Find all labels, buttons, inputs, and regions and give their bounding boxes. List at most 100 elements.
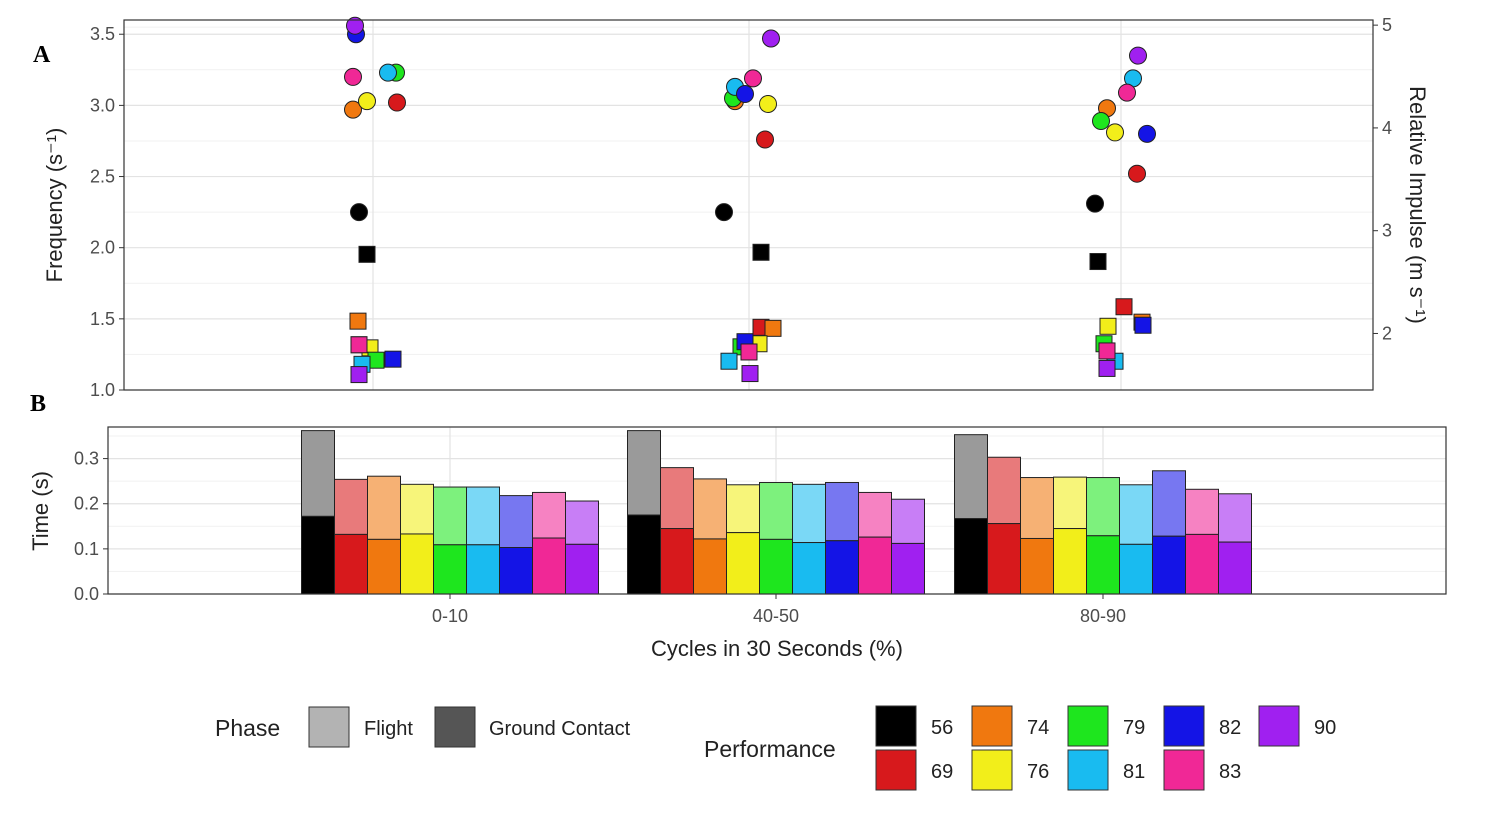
legend-label-83: 83 — [1219, 761, 1241, 783]
frequency-point-82 — [736, 85, 754, 103]
ground-contact-bar-81 — [466, 544, 500, 595]
impulse-point-56 — [358, 245, 376, 263]
frequency-tick-label: 1.5 — [90, 309, 115, 329]
frequency-point-56 — [350, 203, 368, 222]
category-tick-label: 80-90 — [1080, 606, 1126, 626]
ground-contact-bar-82 — [499, 547, 533, 595]
legend-swatch-81 — [1067, 749, 1109, 791]
legend-swatch-90 — [1258, 705, 1300, 747]
flight-bar-56 — [627, 430, 661, 516]
impulse-point-56 — [1089, 253, 1107, 271]
ground-contact-bar-74 — [693, 538, 727, 595]
flight-bar-76 — [726, 484, 760, 534]
ground-contact-bar-69 — [334, 533, 368, 595]
flight-bar-74 — [367, 475, 401, 540]
legend-label-82: 82 — [1219, 717, 1241, 739]
impulse-point-82 — [1134, 316, 1152, 334]
flight-bar-81 — [1119, 484, 1153, 545]
legend-label-76: 76 — [1027, 761, 1049, 783]
legend-label-81: 81 — [1123, 761, 1145, 783]
flight-bar-90 — [565, 500, 599, 545]
frequency-point-79 — [1092, 112, 1110, 131]
frequency-point-83 — [744, 69, 762, 88]
frequency-point-90 — [346, 16, 364, 35]
phase-legend-title: Phase — [215, 715, 280, 741]
ground-contact-bar-74 — [367, 538, 401, 595]
flight-bar-56 — [301, 430, 335, 517]
time-tick-label: 0.2 — [74, 494, 99, 514]
impulse-point-76 — [1099, 317, 1117, 335]
flight-bar-81 — [466, 486, 500, 546]
flight-bar-79 — [759, 482, 793, 540]
panel-b-ticks: 0.0 0.1 0.2 0.3 0-10 40-50 80-90 — [74, 449, 1126, 626]
ground-contact-bar-81 — [792, 542, 826, 595]
flight-bar-82 — [499, 495, 533, 549]
flight-bar-69 — [334, 478, 368, 535]
ground-contact-bar-83 — [532, 537, 566, 595]
legend-label-ground-contact: Ground Contact — [489, 718, 631, 740]
flight-bar-69 — [660, 467, 694, 530]
frequency-point-69 — [756, 130, 774, 149]
frequency-point-69 — [388, 93, 406, 112]
frequency-tick-label: 3.0 — [90, 95, 115, 115]
flight-bar-69 — [987, 456, 1021, 525]
ground-contact-bar-81 — [1119, 543, 1153, 595]
legend-swatch-flight — [308, 706, 350, 748]
impulse-point-90 — [350, 366, 368, 384]
ground-contact-bar-90 — [1218, 541, 1252, 595]
legend-swatch-79 — [1067, 705, 1109, 747]
impulse-point-83 — [1098, 342, 1116, 360]
ground-contact-bar-90 — [565, 543, 599, 595]
impulse-tick-label: 3 — [1382, 221, 1392, 241]
legend-label-90: 90 — [1314, 717, 1336, 739]
ground-contact-bar-76 — [726, 532, 760, 595]
flight-bar-79 — [433, 486, 467, 546]
impulse-point-90 — [1098, 359, 1116, 377]
category-tick-label: 0-10 — [432, 606, 468, 626]
flight-bar-74 — [1020, 477, 1054, 539]
flight-bar-82 — [825, 482, 859, 542]
category-tick-label: 40-50 — [753, 606, 799, 626]
performance-legend-items: 56 69 74 76 79 81 82 83 90 — [875, 705, 1336, 791]
time-tick-label: 0.0 — [74, 584, 99, 604]
frequency-point-81 — [379, 63, 397, 82]
frequency-point-90 — [762, 29, 780, 48]
ground-contact-bar-90 — [891, 542, 925, 595]
frequency-axis-title: Frequency (s⁻¹) — [42, 128, 67, 283]
impulse-point-69 — [1115, 298, 1133, 316]
frequency-point-82 — [1138, 124, 1156, 143]
impulse-point-82 — [384, 350, 402, 368]
panel-a-ticks: 1.0 1.5 2.0 2.5 3.0 3.5 2 3 4 5 — [90, 15, 1392, 400]
ground-contact-bar-79 — [1086, 535, 1120, 595]
impulse-point-81 — [720, 352, 738, 370]
panel-a-points — [344, 16, 1156, 384]
flight-bar-82 — [1152, 470, 1186, 537]
frequency-point-69 — [1128, 164, 1146, 183]
panel-b-label: B — [30, 391, 46, 417]
flight-bar-76 — [400, 483, 434, 535]
performance-legend-title: Performance — [704, 736, 836, 762]
panel-b-border — [107, 426, 1447, 595]
legend-label-56: 56 — [931, 717, 953, 739]
legend-swatch-56 — [875, 705, 917, 747]
frequency-point-56 — [1086, 194, 1104, 213]
impulse-tick-label: 2 — [1382, 323, 1392, 343]
frequency-point-76 — [358, 92, 376, 111]
ground-contact-bar-69 — [660, 528, 694, 595]
flight-bar-90 — [891, 498, 925, 544]
flight-bar-56 — [954, 434, 988, 520]
impulse-point-83 — [740, 343, 758, 361]
legend: Phase Flight Ground Contact Performance … — [215, 705, 1336, 791]
legend-swatch-ground-contact — [434, 706, 476, 748]
flight-bar-79 — [1086, 477, 1120, 537]
flight-bar-83 — [858, 491, 892, 538]
flight-bar-76 — [1053, 476, 1087, 530]
ground-contact-bar-82 — [1152, 535, 1186, 595]
x-axis-title: Cycles in 30 Seconds (%) — [651, 636, 903, 661]
legend-label-74: 74 — [1027, 717, 1049, 739]
impulse-tick-label: 4 — [1382, 118, 1392, 138]
panel-a-border — [123, 19, 1374, 391]
time-tick-label: 0.1 — [74, 539, 99, 559]
frequency-point-83 — [344, 67, 362, 86]
